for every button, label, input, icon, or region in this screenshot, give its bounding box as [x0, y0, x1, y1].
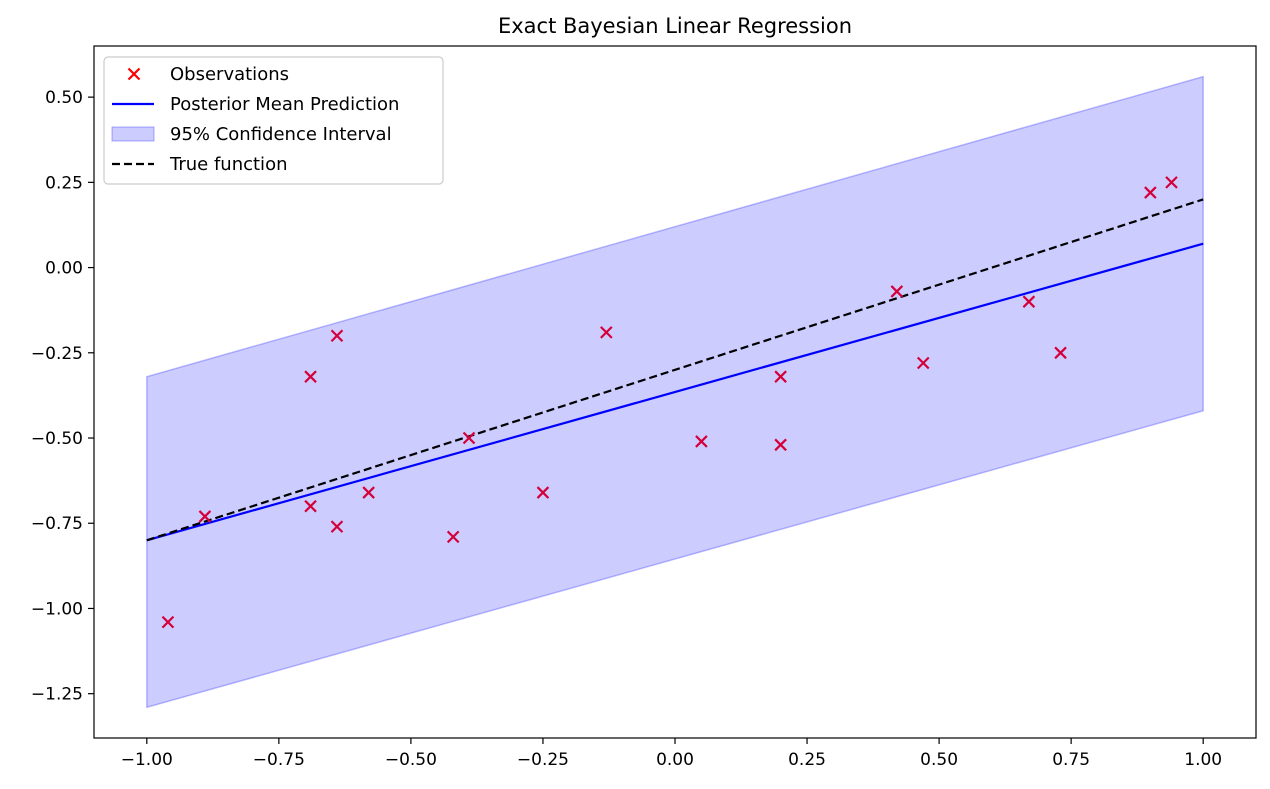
plot-area	[146, 75, 1204, 709]
observation-point	[600, 326, 613, 339]
y-tick-label: 0.50	[45, 88, 83, 108]
observation-point	[330, 520, 344, 533]
posterior-mean-line	[146, 242, 1204, 542]
observation-point	[695, 435, 708, 448]
x-tick-label: 0.75	[1052, 750, 1090, 770]
chart-title: Exact Bayesian Linear Regression	[498, 14, 852, 38]
observation-point	[916, 356, 930, 370]
legend-label: True function	[169, 154, 287, 175]
y-tick-label: −0.50	[31, 429, 83, 449]
true-function-line	[146, 198, 1204, 542]
x-tick-label: −0.25	[517, 750, 569, 770]
observation-point	[890, 285, 904, 298]
axes: −1.00 −0.75 −0.50 −0.25 0.00 0.25 0.50 0.75 1.00…	[31, 45, 1257, 770]
y-tick-label: −0.25	[31, 344, 83, 364]
y-tick-label: 0.00	[45, 259, 83, 279]
observation-point	[1144, 186, 1157, 199]
legend: Observations Posterior Mean Prediction 95%…	[103, 56, 444, 185]
observation-point	[161, 615, 175, 629]
x-tick-label: −0.75	[253, 750, 305, 770]
observation-point	[446, 530, 460, 544]
x-tick-label: −1.00	[121, 750, 173, 770]
x-tick-label: 0.50	[920, 750, 958, 770]
observation-point	[774, 438, 787, 452]
y-tick-label: −0.75	[31, 514, 83, 534]
observation-point	[536, 486, 550, 499]
x-tick-label: 1.00	[1184, 750, 1222, 770]
legend-marker-confidence-band	[111, 126, 155, 142]
observation-point	[774, 370, 787, 383]
legend-marker-observations	[127, 67, 141, 81]
y-tick-label: −1.00	[31, 599, 83, 619]
observation-point	[304, 499, 317, 513]
observation-point	[462, 431, 476, 445]
x-tick-label: 0.25	[788, 750, 826, 770]
observation-point	[1022, 295, 1036, 308]
observation-point	[304, 370, 317, 383]
observation-point	[1165, 176, 1178, 189]
y-tick-label: 0.25	[45, 173, 83, 193]
x-tick-label: 0.00	[656, 750, 694, 770]
x-tick-label: −0.50	[385, 750, 437, 770]
legend-label: Posterior Mean Prediction	[170, 94, 399, 115]
observation-point	[198, 510, 212, 523]
y-tick-label: −1.25	[31, 685, 83, 705]
legend-label: Observations	[170, 64, 289, 85]
observation-point	[330, 329, 344, 343]
observation-point	[1054, 346, 1067, 360]
legend-label: 95% Confidence Interval	[170, 124, 392, 145]
observation-point	[362, 486, 375, 499]
legend-box	[103, 56, 444, 185]
